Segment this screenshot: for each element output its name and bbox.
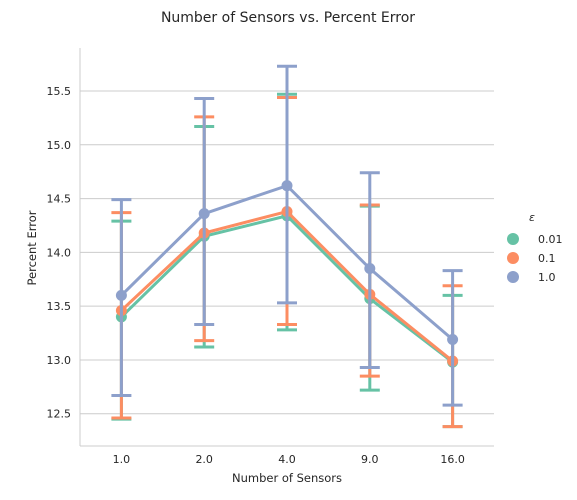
y-tick-label: 15.0 [47,139,72,152]
legend-label: 0.1 [538,252,556,265]
data-point [364,263,376,275]
x-tick-label: 9.0 [361,453,379,466]
x-tick-label: 1.0 [113,453,131,466]
data-point [198,208,210,220]
series-1.0 [111,64,463,407]
chart-title: Number of Sensors vs. Percent Error [161,10,415,26]
data-point [447,334,459,346]
series-layer [111,64,463,429]
x-tick-label: 16.0 [440,453,465,466]
y-tick-label: 13.5 [47,300,72,313]
data-point [281,180,293,192]
legend-marker [507,271,519,283]
data-point [115,289,127,301]
y-ticks: 12.5 13.0 13.5 14.0 14.5 15.0 15.5 [47,85,72,421]
y-tick-label: 15.5 [47,85,72,98]
x-ticks: 1.0 2.0 4.0 9.0 16.0 [113,453,465,466]
legend: ε 0.01 0.1 1.0 [507,211,563,284]
legend-label: 1.0 [538,271,556,284]
x-axis-label: Number of Sensors [232,471,342,485]
axes [79,48,494,447]
y-tick-label: 14.5 [47,193,72,206]
x-tick-label: 2.0 [195,453,213,466]
y-tick-label: 13.0 [47,354,72,367]
legend-marker [507,233,519,245]
x-tick-label: 4.0 [278,453,296,466]
legend-title: ε [529,211,535,224]
legend-label: 0.01 [538,233,563,246]
legend-marker [507,252,519,264]
y-axis-label: Percent Error [25,210,39,285]
y-tick-label: 12.5 [47,408,72,421]
y-tick-label: 14.0 [47,246,72,259]
